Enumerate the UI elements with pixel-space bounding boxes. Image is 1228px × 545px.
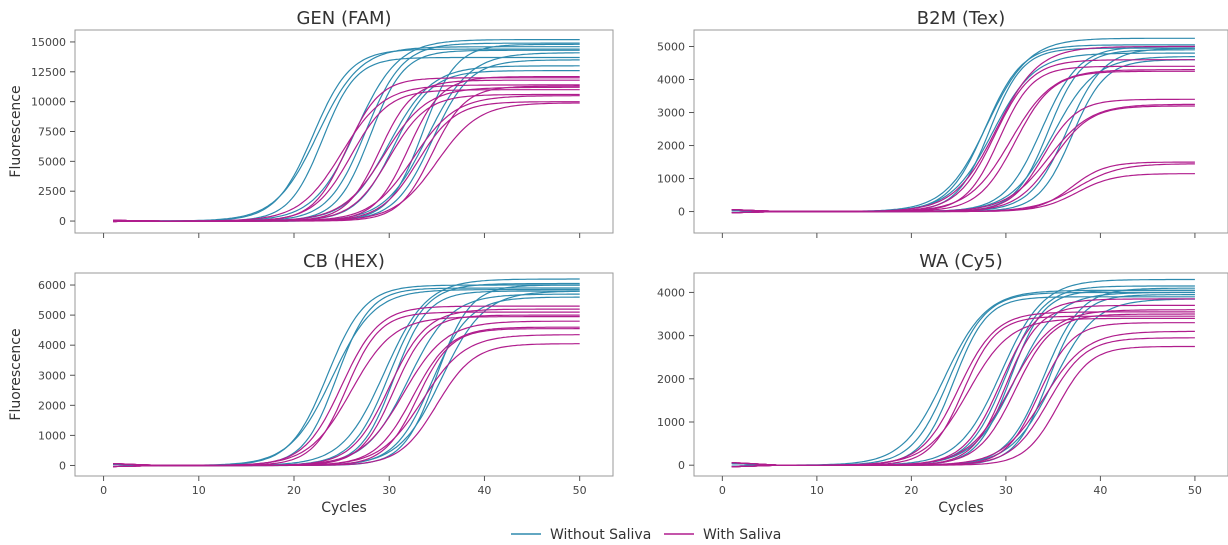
amplification-curve-without-saliva [113, 59, 580, 222]
y-tick-label: 5000 [657, 41, 685, 54]
chart-panel-cb-hex: CB (HEX) 0 1000 2000 3000 4000 5000 6000 0 10 20 30… [8, 251, 614, 516]
y-axis-label: Fluorescence [8, 85, 24, 177]
amplification-curve-with-saliva [731, 322, 1195, 466]
amplification-curve-with-saliva [113, 343, 580, 467]
chart-panel-b2m-tex: B2M (Tex) 0 1000 2000 3000 4000 5000 [657, 8, 1228, 238]
y-tick-label: 0 [59, 459, 66, 472]
amplification-curve-without-saliva [731, 59, 1195, 213]
y-tick-label: 3000 [657, 107, 685, 120]
x-tick-label: 10 [192, 484, 206, 497]
amplification-curve-with-saliva [731, 173, 1195, 213]
amplification-curve-without-saliva [731, 296, 1195, 467]
amplification-curve-without-saliva [731, 278, 1195, 466]
amplification-curve-with-saliva [113, 305, 580, 468]
amplification-curve-with-saliva [113, 86, 580, 222]
amplification-curve-with-saliva [113, 102, 580, 222]
amplification-curve-without-saliva [113, 278, 580, 467]
series-group [113, 39, 580, 223]
y-tick-label: 1000 [38, 429, 66, 442]
amplification-curve-with-saliva [113, 77, 580, 222]
y-tick-label: 1000 [657, 416, 685, 429]
legend: Without Saliva With Saliva [511, 527, 781, 543]
y-tick-label: 4000 [38, 339, 66, 352]
y-tick-label: 0 [678, 459, 685, 472]
plot-frame [693, 272, 1228, 477]
amplification-curve-with-saliva [731, 59, 1195, 214]
amplification-curve-with-saliva [113, 311, 580, 467]
x-tick-label: 40 [477, 484, 491, 497]
y-tick-label: 2000 [38, 399, 66, 412]
y-tick-label: 4000 [657, 74, 685, 87]
x-tick-label: 0 [100, 484, 107, 497]
chart-panel-wa-cy5: WA (Cy5) 0 1000 2000 3000 4000 0 10 20 30 40 50 Cycl… [657, 251, 1228, 516]
x-tick-label: 30 [382, 484, 396, 497]
chart-title: B2M (Tex) [917, 8, 1005, 29]
series-group [731, 37, 1195, 214]
y-axis-label: Fluorescence [8, 328, 24, 420]
y-tick-label: 7500 [38, 126, 66, 139]
x-tick-label: 40 [1093, 484, 1107, 497]
amplification-curve-with-saliva [731, 345, 1195, 468]
amplification-curve-without-saliva [113, 48, 580, 222]
plot-frame [74, 272, 614, 477]
amplification-curve-without-saliva [731, 56, 1195, 213]
x-tick-label: 20 [904, 484, 918, 497]
y-tick-label: 5000 [38, 155, 66, 168]
x-tick-label: 50 [573, 484, 587, 497]
y-tick-label: 6000 [38, 279, 66, 292]
y-tick-label: 3000 [38, 369, 66, 382]
amplification-curve-with-saliva [113, 314, 580, 468]
amplification-curve-with-saliva [731, 98, 1195, 214]
amplification-curve-with-saliva [731, 304, 1195, 468]
amplification-curve-with-saliva [731, 309, 1195, 466]
amplification-curve-without-saliva [113, 46, 580, 222]
x-axis-label: Cycles [321, 500, 367, 516]
y-tick-label: 12500 [31, 66, 66, 79]
y-tick-label: 2500 [38, 185, 66, 198]
amplification-curve-with-saliva [113, 320, 580, 467]
amplification-curve-with-saliva [113, 84, 580, 223]
amplification-curve-with-saliva [731, 69, 1195, 214]
amplification-curve-without-saliva [731, 294, 1195, 467]
legend-label-with-saliva: With Saliva [703, 527, 781, 543]
y-tick-label: 10000 [31, 96, 66, 109]
amplification-curve-without-saliva [113, 293, 580, 467]
amplification-curve-without-saliva [731, 37, 1195, 213]
chart-title: WA (Cy5) [919, 251, 1003, 272]
x-tick-label: 20 [287, 484, 301, 497]
y-tick-label: 0 [678, 206, 685, 219]
amplification-curve-with-saliva [113, 334, 580, 468]
amplification-curve-with-saliva [113, 316, 580, 468]
y-tick-label: 3000 [657, 330, 685, 343]
amplification-curve-with-saliva [731, 65, 1195, 213]
amplification-curve-without-saliva [113, 42, 580, 222]
y-tick-label: 15000 [31, 36, 66, 49]
x-tick-label: 10 [810, 484, 824, 497]
y-tick-label: 4000 [657, 286, 685, 299]
y-tick-label: 2000 [657, 373, 685, 386]
x-tick-label: 30 [999, 484, 1013, 497]
chart-panel-gen-fam: GEN (FAM) 0 2500 5000 7500 10000 12500 15000 Flu… [8, 8, 614, 238]
y-tick-label: 5000 [38, 309, 66, 322]
plot-frame [693, 29, 1228, 234]
amplification-curve-with-saliva [731, 315, 1195, 466]
x-tick-label: 0 [719, 484, 726, 497]
amplification-curve-without-saliva [113, 49, 580, 222]
chart-title: GEN (FAM) [296, 8, 391, 29]
x-axis-label: Cycles [938, 500, 984, 516]
y-tick-label: 0 [59, 215, 66, 228]
y-tick-label: 1000 [657, 173, 685, 186]
amplification-curve-with-saliva [731, 70, 1195, 213]
series-group [731, 278, 1195, 468]
x-tick-label: 50 [1188, 484, 1202, 497]
chart-title: CB (HEX) [303, 251, 385, 272]
y-tick-label: 2000 [657, 140, 685, 153]
series-group [113, 278, 580, 468]
amplification-curve-with-saliva [731, 103, 1195, 213]
legend-label-without-saliva: Without Saliva [550, 527, 651, 543]
